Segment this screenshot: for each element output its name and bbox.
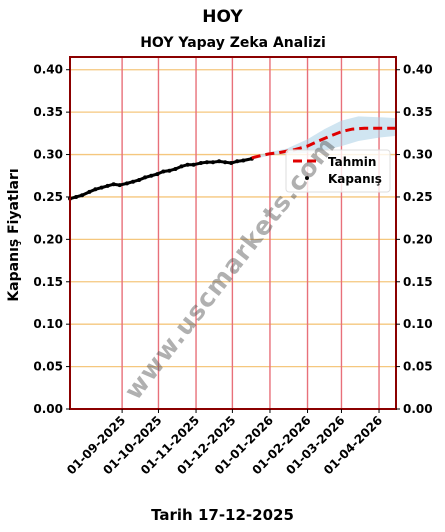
legend-kapanis-swatch <box>305 176 309 180</box>
y-tick-label-right: 0.40 <box>403 63 433 77</box>
kapanis-segment <box>107 182 115 188</box>
kapanis-segment <box>218 159 226 164</box>
y-tick-label-right: 0.25 <box>403 190 433 204</box>
kapanis-segment <box>156 170 164 176</box>
kapanis-segment <box>75 193 83 199</box>
y-tick-label-left: 0.40 <box>33 63 63 77</box>
y-tick-label-left: 0.10 <box>33 317 63 331</box>
y-tick-label-right: 0.30 <box>403 148 433 162</box>
kapanis-segment <box>181 163 188 168</box>
y-tick-label-left: 0.35 <box>33 105 63 119</box>
y-tick-label-right: 0.00 <box>403 402 433 416</box>
kapanis-segment <box>138 176 146 182</box>
kapanis-segment <box>126 180 134 185</box>
y-tick-label-left: 0.20 <box>33 232 63 246</box>
kapanis-segment <box>113 182 120 187</box>
kapanis-segment <box>212 159 220 164</box>
page-title: HOY <box>202 7 243 27</box>
plot-border <box>69 56 397 410</box>
kapanis-segment <box>168 167 176 173</box>
y-tick-label-right: 0.15 <box>403 275 433 289</box>
kapanis-segment <box>119 181 128 187</box>
kapanis-segment <box>144 174 152 179</box>
kapanis-segment <box>69 195 77 201</box>
y-tick-label-right: 0.10 <box>403 317 433 331</box>
kapanis-segment <box>224 160 232 165</box>
legend: Tahmin Kapanış <box>285 149 391 193</box>
y-tick-label-left: 0.05 <box>33 360 63 374</box>
kapanis-segment <box>132 178 140 184</box>
kapanis-segment <box>174 165 183 171</box>
tahmin-line <box>251 126 396 160</box>
kapanis-segment <box>193 161 202 167</box>
y-tick-label-left: 0.30 <box>33 148 63 162</box>
kapanis-segment <box>88 187 97 194</box>
y-tick-label-left: 0.00 <box>33 402 63 416</box>
kapanis-segment <box>230 159 238 165</box>
footer-date: Tarih 17-12-2025 <box>151 506 294 524</box>
y-tick-label-right: 0.20 <box>403 232 433 246</box>
y-tick-label-right: 0.05 <box>403 360 433 374</box>
kapanis-segment <box>81 190 91 197</box>
kapanis-segment <box>243 157 253 162</box>
y-tick-label-left: 0.25 <box>33 190 63 204</box>
forecast-series <box>251 126 396 160</box>
legend-kapanis-label: Kapanış <box>328 172 382 186</box>
y-tick-label-right: 0.35 <box>403 105 433 119</box>
kapanis-segment <box>163 169 170 173</box>
kapanis-segment <box>95 186 102 191</box>
kapanis-segment <box>150 172 158 178</box>
chart-subtitle: HOY Yapay Zeka Analizi <box>140 35 326 51</box>
kapanis-segment <box>200 160 208 165</box>
kapanis-segment <box>101 184 108 190</box>
plot-frame <box>69 56 397 410</box>
grid <box>70 57 396 409</box>
y-tick-label-left: 0.15 <box>33 275 63 289</box>
kapanis-segment <box>237 158 244 163</box>
legend-tahmin-label: Tahmin <box>328 155 376 169</box>
actual-series <box>68 156 254 201</box>
